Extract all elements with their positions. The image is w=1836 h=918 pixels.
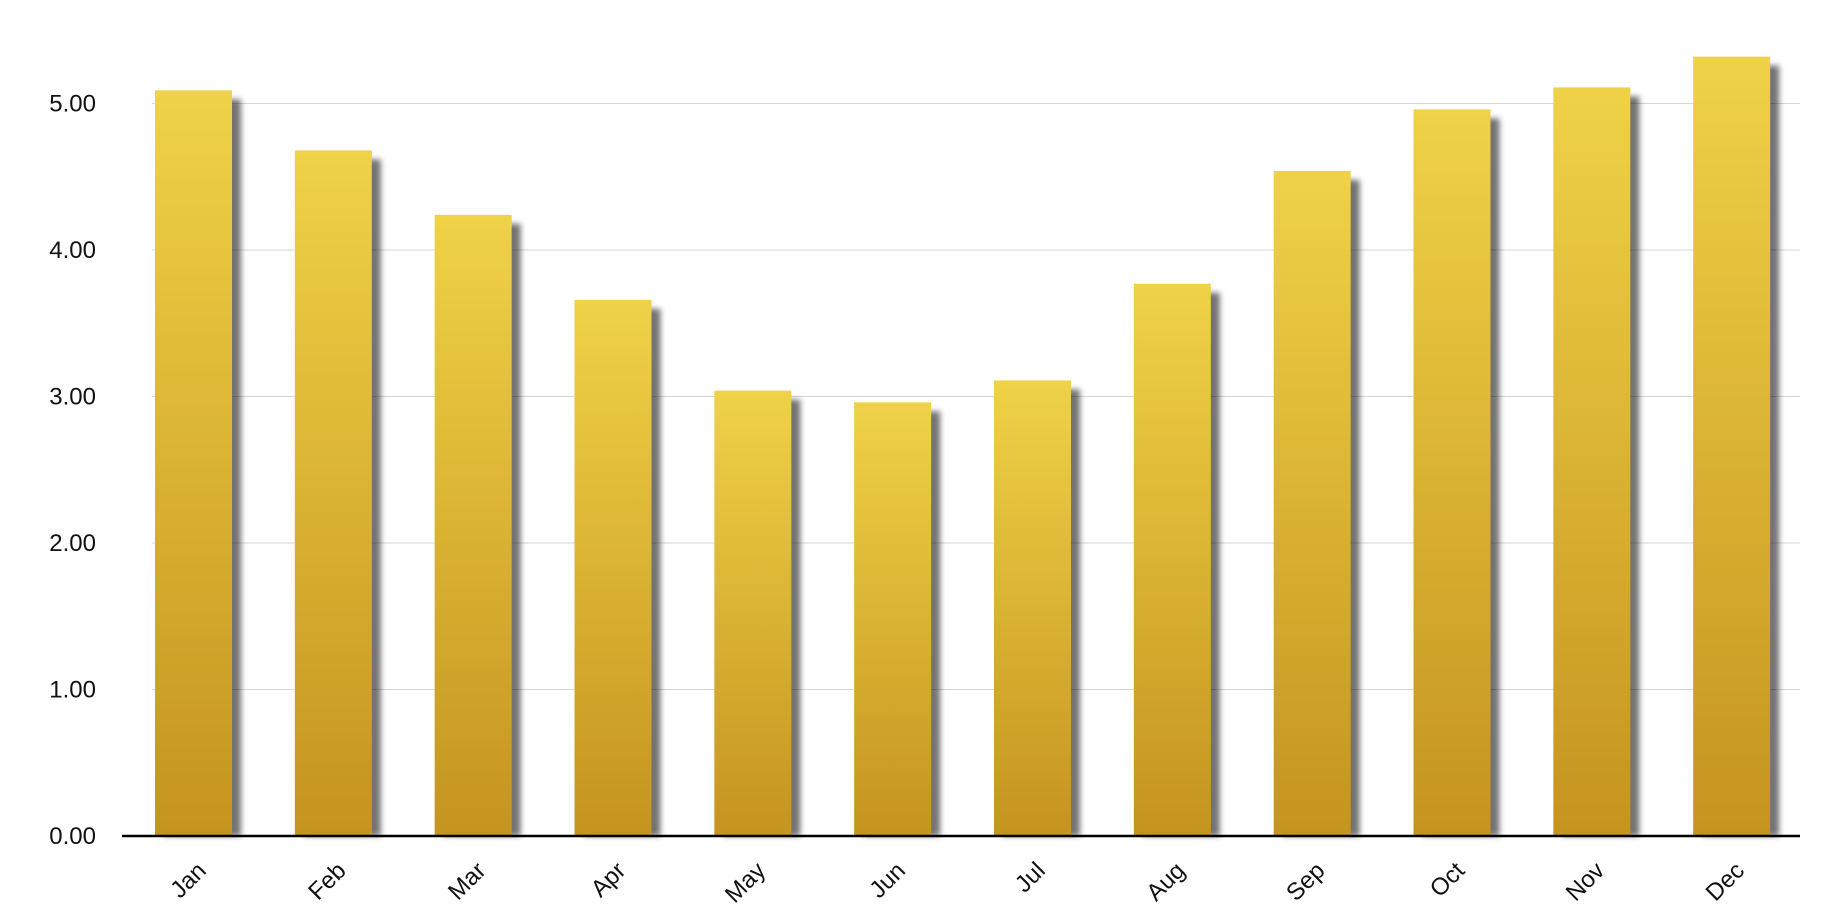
y-tick-label: 1.00 [49,677,96,704]
x-tick-label: Jul [1010,857,1051,898]
y-tick-label: 2.00 [49,530,96,557]
x-tick-label: Sep [1281,857,1330,906]
y-axis: 0.00 1.00 2.00 3.00 4.00 5.00 [49,91,96,851]
bar-jan [155,90,232,836]
x-tick-label: Oct [1425,857,1471,903]
x-tick-label: May [720,857,771,908]
bar-feb [294,150,372,836]
bar-mar [434,214,512,837]
bar-aug [1133,283,1211,836]
y-tick-label: 5.00 [49,91,96,118]
bar-shadows [164,65,1780,837]
y-tick-label: 4.00 [49,237,96,264]
bar-oct [1413,109,1491,837]
x-tick-label: Jun [864,857,910,903]
bar-apr [574,299,652,836]
bar-jun [854,402,932,836]
x-tick-label: Feb [303,857,351,905]
gridlines [152,103,1800,690]
y-tick-label: 3.00 [49,384,96,411]
x-tick-label: Mar [443,857,491,905]
x-axis: Jan Feb Mar Apr May Jun Jul Aug Sep Oct Nov Dec [122,834,1800,908]
x-tick-label: Dec [1701,857,1750,906]
bar-dec [1693,56,1771,837]
bar-nov [1553,87,1631,836]
x-tick-label: Jan [165,857,211,903]
x-tick-label: Apr [586,857,632,903]
x-tick-label: Nov [1561,857,1610,906]
x-tick-label: Aug [1141,857,1190,906]
y-tick-label: 0.00 [49,823,96,850]
bar-jul [994,380,1071,836]
bar-may [714,390,792,836]
bar-sep [1273,170,1351,836]
bars [155,56,1771,837]
